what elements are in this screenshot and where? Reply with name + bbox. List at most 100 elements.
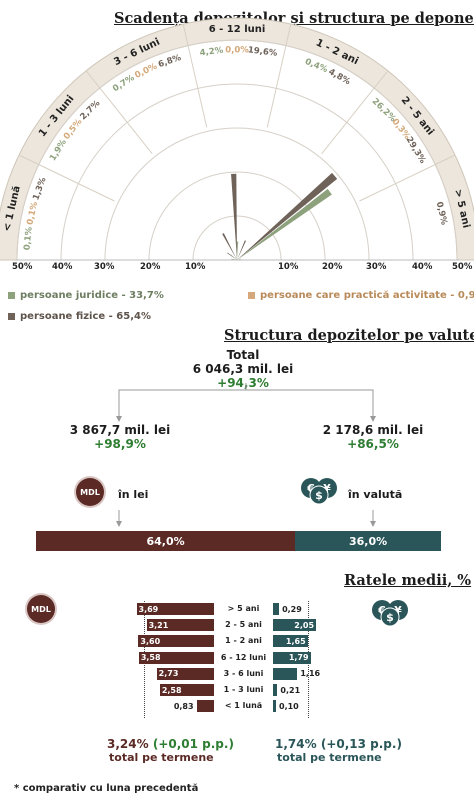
lei-change: +98,9% <box>94 437 146 451</box>
tree-connectors <box>116 383 376 527</box>
axis-tick: 30% <box>366 262 387 272</box>
radial-sector-divider <box>321 70 389 154</box>
rates-bar-valuta: 0,29 <box>273 603 302 615</box>
axis-tick: 10% <box>185 262 206 272</box>
radial-bar <box>237 259 239 260</box>
radial-grid-arc <box>192 215 282 261</box>
radial-category-label: 6 - 12 luni <box>209 24 266 35</box>
lei-value: 3 867,7 mil. lei <box>69 423 171 437</box>
axis-tick: 10% <box>278 262 299 272</box>
valuta-total-change: (+0,13 p.p.) <box>320 737 402 751</box>
radial-bar <box>227 252 237 260</box>
radial-grid-arc <box>104 127 370 261</box>
radial-sector-divider <box>266 23 292 128</box>
radial-bar <box>231 258 237 260</box>
rates-bar-valuta: 1,79 <box>273 651 311 664</box>
rates-bar-mdl: 0,83 <box>174 700 214 713</box>
rates-bar-mdl: 3,21 <box>146 619 214 632</box>
rates-bar-mdl-label: 3,58 <box>140 653 161 663</box>
rates-category-label: 1 - 2 ani <box>225 636 262 646</box>
legend-swatch <box>8 313 15 320</box>
rates-bar-valuta-label: 0,29 <box>282 604 302 614</box>
legend-fizice: persoane fizice - 65,4% <box>8 311 151 322</box>
radial-bar <box>235 257 237 260</box>
svg-text:¥: ¥ <box>323 482 331 495</box>
rates-bar-valuta: 1,16 <box>273 667 320 680</box>
legend-swatch <box>248 292 255 299</box>
axis-tick: 50% <box>12 262 33 272</box>
axis-tick: 30% <box>94 262 115 272</box>
mdl-total: 3,24% <box>107 737 149 751</box>
rates-bar-mdl-label: 3,21 <box>148 620 169 630</box>
valuta-total-label: total pe termene <box>277 751 382 764</box>
foreign-currency-icon: € ¥ $ <box>301 478 337 504</box>
rates-bar-mdl: 2,73 <box>156 667 214 680</box>
rates-bar-mdl: 3,58 <box>138 651 214 664</box>
axis-tick: 40% <box>52 262 73 272</box>
radial-bar <box>237 241 239 260</box>
radial-sector-divider <box>18 154 115 202</box>
radial-bar <box>237 188 332 260</box>
axis-tick: 40% <box>412 262 433 272</box>
svg-text:¥: ¥ <box>394 604 402 617</box>
svg-text:$: $ <box>315 489 323 502</box>
rates-category-label: 1 - 3 luni <box>223 685 264 694</box>
rates-bar-valuta-label: 2,05 <box>294 620 315 630</box>
rates-category-label: 6 - 12 luni <box>220 652 267 662</box>
radial-value-label: 4,2% <box>199 46 224 59</box>
radial-bar <box>237 240 247 260</box>
share-bar-lei-label: 64,0% <box>146 534 185 548</box>
total-change: +94,3% <box>217 376 269 390</box>
radial-grid-arc <box>148 171 326 261</box>
valuta-total-block: 1,74% (+0,13 p.p.) total pe termene <box>275 737 402 764</box>
rates-bar-mdl-label: 3,69 <box>138 604 159 614</box>
rates-bar-valuta-label: 0,21 <box>280 685 301 695</box>
rates-bar-valuta: 1,65 <box>273 635 308 648</box>
mdl-total-label: total pe termene <box>109 751 214 764</box>
valuta-change: +86,5% <box>347 437 399 451</box>
rates-bar-mdl: 2,58 <box>159 684 214 696</box>
radial-sector-divider <box>85 70 153 154</box>
rates-bar-mdl: 3,69 <box>136 603 214 615</box>
axis-tick: 20% <box>140 262 161 272</box>
total-label: Total <box>226 348 260 362</box>
radial-grid-arc <box>16 39 458 261</box>
valuta-value: 2 178,6 mil. lei <box>322 423 424 437</box>
rates-bar-mdl-label: 0,83 <box>173 701 194 711</box>
lei-block: 3 867,7 mil. lei +98,9% <box>60 423 180 451</box>
valuta-total: 1,74% <box>275 737 317 751</box>
svg-text:$: $ <box>386 611 394 624</box>
legend-juridice: persoane juridice - 33,7% <box>8 290 164 301</box>
rates-bar-valuta-label: 1,79 <box>288 653 309 663</box>
footnote: * comparativ cu luna precedentă <box>14 783 199 794</box>
rates-category-label: 3 - 6 luni <box>223 668 264 678</box>
mdl-icon: MDL <box>27 595 55 623</box>
foreign-currency-icon: € ¥ $ <box>372 600 408 626</box>
radial-bar <box>237 258 241 260</box>
legend-practica: persoane care practică activitate - 0,9% <box>248 290 474 301</box>
mdl-icon: MDL <box>76 478 104 506</box>
share-bar-lei: 64,0% <box>36 531 296 551</box>
radial-grid-arc <box>60 83 414 261</box>
radial-sector-divider <box>359 154 456 202</box>
radial-bar <box>235 258 237 260</box>
rates-bar-mdl-label: 2,73 <box>158 669 179 679</box>
currency-title: Structura depozitelor pe valute* <box>224 327 474 344</box>
radial-bar <box>222 233 237 260</box>
rates-bar-valuta-label: 1,16 <box>300 669 321 679</box>
legend-swatch <box>8 292 15 299</box>
rates-title: Ratele medii, % <box>344 572 472 589</box>
rates-bar-valuta: 0,10 <box>273 700 299 713</box>
svg-text:€: € <box>306 482 315 495</box>
rates-bar-mdl-label: 2,58 <box>161 685 182 695</box>
total-block: Total 6 046,3 mil. lei +94,3% <box>180 348 306 390</box>
rates-category-label: < 1 lună <box>224 701 263 711</box>
mdl-total-change: (+0,01 p.p.) <box>152 737 234 751</box>
share-bar-valuta: 36,0% <box>295 531 441 551</box>
legend-label: persoane juridice - 33,7% <box>20 290 164 301</box>
valuta-block: 2 178,6 mil. lei +86,5% <box>312 423 434 451</box>
rates-bar-valuta: 0,21 <box>273 684 300 696</box>
radial-sector-divider <box>182 23 208 128</box>
legend-label: persoane fizice - 65,4% <box>20 311 152 322</box>
